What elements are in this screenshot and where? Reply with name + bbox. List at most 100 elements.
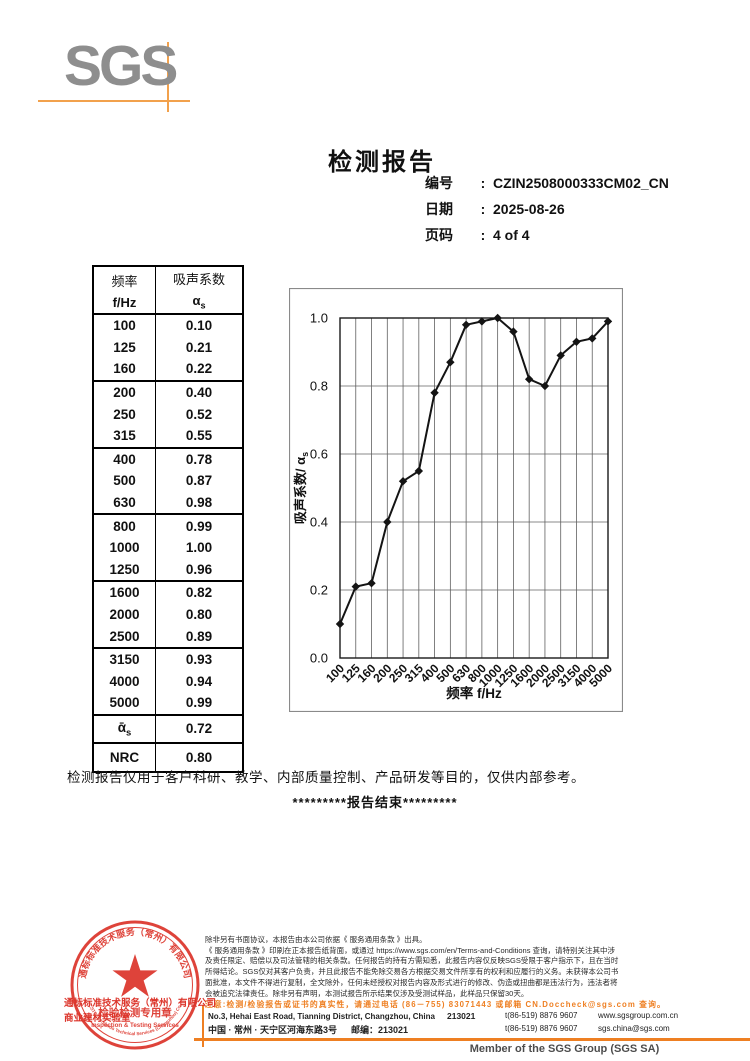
stamp-overlay-line2: 商业建材实验室 (64, 1013, 131, 1024)
data-point-marker (398, 477, 408, 486)
data-point-marker (383, 517, 392, 527)
freq-cell: 3150 (92, 646, 156, 671)
y-tick-label: 0.8 (310, 379, 328, 394)
stamp-overlay-line1: 通标标准技术服务（常州）有限公司 (64, 998, 217, 1009)
terms-line: 所得结论。SGS仅对其客户负责，并且此报告不能免除交易各方根据交易文件所享有的权… (205, 967, 619, 977)
address-en-text: No.3, Hehai East Road, Tianning District… (208, 1012, 435, 1021)
freq-cell: 250 (92, 403, 156, 425)
freq-cell: 800 (92, 513, 156, 537)
terms-line: 面批准，本文件不得进行复制，全文除外，任何未经授权对报告内容及形式进行的修改、伪… (205, 977, 618, 987)
logo-crosshair-hline (38, 100, 190, 102)
table-row: 500 0.87 (92, 470, 243, 492)
data-point-marker (540, 381, 550, 391)
report-pagination: 4 of 4 (493, 227, 530, 243)
absorption-table-wrap: 频率 f/Hz 吸声系数 αs 100 0.10 125 0.21 160 0.22 200 0.40… (92, 265, 244, 773)
page-title: 检测报告 (328, 149, 436, 176)
freq-cell: 2500 (92, 625, 156, 648)
alpha-cell: 0.80 (155, 742, 243, 772)
freq-cell: NRC (92, 742, 156, 772)
meta-colon: : (480, 201, 486, 217)
freq-cell: 2000 (92, 603, 156, 626)
data-point-marker (430, 388, 439, 397)
header-alpha: 吸声系数 αs (155, 266, 243, 315)
table-row: 2000 0.80 (92, 603, 243, 626)
freq-cell: 4000 (92, 670, 156, 693)
meta-row-number: 编号 : CZIN2508000333CM02_CN (425, 170, 669, 196)
sgs-logo: SGS (64, 34, 178, 98)
freq-cell: 400 (92, 446, 156, 471)
plot-border (339, 317, 609, 659)
table-row: 250 0.52 (92, 403, 243, 425)
data-point-marker (493, 313, 502, 323)
meta-label: 日期 (425, 201, 453, 217)
meta-colon: : (480, 175, 486, 191)
freq-cell: 1000 (92, 536, 156, 559)
sgs-member-line: Member of the SGS Group (SGS SA) (469, 1043, 660, 1055)
y-tick-label: 0.6 (310, 447, 328, 462)
table-row: 1250 0.96 (92, 558, 243, 582)
data-point-marker (572, 337, 581, 346)
stamp-star-icon (112, 954, 158, 997)
report-number: CZIN2508000333CM02_CN (493, 175, 669, 191)
email-text: sgs.china@sgs.com (598, 1024, 670, 1033)
data-point-marker (446, 358, 455, 367)
logo-crosshair-vline (167, 42, 169, 112)
freq-cell: ᾱs (92, 713, 156, 744)
table-row: ᾱs 0.72 (92, 713, 243, 744)
phone-line-1: t(86-519) 8876 9607 (505, 1011, 578, 1020)
table-row: NRC 0.80 (92, 742, 243, 772)
meta-label: 编号 (425, 175, 453, 191)
alpha-cell: 0.72 (155, 713, 243, 744)
table-row: 125 0.21 (92, 336, 243, 359)
freq-cell: 160 (92, 358, 156, 381)
alpha-cell: 0.10 (155, 313, 243, 337)
y-tick-label: 0.4 (310, 515, 328, 530)
usage-note: 检测报告仅用于客户科研、教学、内部质量控制、产品研发等目的，仅供内部参考。 (67, 770, 585, 785)
terms-line: 除非另有书面协议，本报告由本公司依据《 服务通用条款 》出具。 (205, 935, 427, 944)
data-point-marker (414, 466, 424, 476)
address-cn: 中国 · 常州 · 天宁区河海东路3号 邮编：213021 (208, 1023, 408, 1036)
alpha-cell: 0.40 (155, 379, 243, 404)
y-tick-label: 0.0 (310, 651, 328, 666)
table-row: 2500 0.89 (92, 625, 243, 648)
terms-line: 及责任限定、赔偿以及司法管辖的相关条款。任何报告的持有方需知悉，此报告内容仅反映… (205, 956, 619, 966)
alpha-cell: 0.80 (155, 603, 243, 626)
table-row: 5000 0.99 (92, 692, 243, 715)
table-row: 160 0.22 (92, 358, 243, 381)
alpha-cell: 0.96 (155, 558, 243, 582)
report-date: 2025-08-26 (493, 201, 565, 217)
website-text: www.sgsgroup.com.cn (598, 1011, 679, 1020)
table-row: 1600 0.82 (92, 580, 243, 604)
data-point-marker (461, 320, 471, 329)
report-end-line: *********报告结束********* (292, 795, 458, 810)
footer-orange-rule (194, 1038, 750, 1041)
chart-outer-border (289, 288, 623, 712)
data-point-marker (524, 375, 534, 384)
address-orange-vline (202, 1005, 204, 1047)
freq-cell: 500 (92, 470, 156, 492)
freq-cell: 1250 (92, 558, 156, 582)
freq-cell: 630 (92, 491, 156, 515)
absorption-chart: 0.00.20.40.60.81.01001251602002503154005… (289, 288, 623, 712)
table-row: 200 0.40 (92, 379, 243, 404)
freq-cell: 200 (92, 379, 156, 404)
meta-row-page: 页码 : 4 of 4 (425, 222, 669, 248)
data-point-marker (367, 579, 376, 588)
table-row: 630 0.98 (92, 491, 243, 515)
stamp-outer-ring (70, 920, 200, 1050)
freq-cell: 5000 (92, 692, 156, 715)
data-line (339, 317, 609, 625)
stamp-overlay-text: 通标标准技术服务（常州）有限公司 商业建材实验室 (64, 996, 216, 1026)
postcode-cn: 邮编：213021 (351, 1025, 409, 1035)
data-point-marker (351, 582, 360, 591)
table-row: 400 0.78 (92, 446, 243, 471)
terms-paragraph: 除非另有书面协议，本报告由本公司依据《 服务通用条款 》出具。 《 服务通用条款… (205, 935, 663, 999)
freq-cell: 125 (92, 336, 156, 359)
alpha-cell: 0.22 (155, 358, 243, 381)
terms-line: 《 服务通用条款 》印刷在正本报告纸背面，或通过 https://www.sgs… (205, 945, 616, 955)
alpha-cell: 0.78 (155, 446, 243, 471)
table-row: 1000 1.00 (92, 536, 243, 559)
y-tick-label: 1.0 (310, 311, 328, 326)
postcode-en: 213021 (446, 1011, 476, 1021)
data-point-marker (335, 619, 345, 629)
